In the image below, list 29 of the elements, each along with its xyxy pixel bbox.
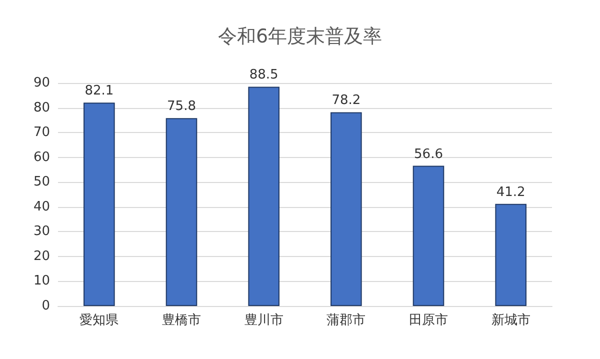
data-label: 75.8 bbox=[167, 99, 196, 114]
y-tick-label: 10 bbox=[33, 274, 50, 289]
y-tick-label: 80 bbox=[33, 100, 50, 116]
x-tick-label: 蒲郡市 bbox=[326, 313, 366, 328]
bar bbox=[248, 86, 280, 306]
y-tick-label: 50 bbox=[33, 174, 50, 190]
bar bbox=[166, 118, 198, 306]
y-tick-label: 70 bbox=[33, 125, 50, 140]
bar bbox=[495, 204, 526, 306]
y-tick-label: 90 bbox=[33, 76, 50, 90]
bar bbox=[330, 112, 362, 306]
data-label: 82.1 bbox=[84, 84, 114, 99]
chart-title: 令和6年度末普及率 bbox=[218, 26, 382, 48]
y-tick-label: 20 bbox=[33, 248, 50, 264]
bar bbox=[84, 102, 115, 306]
y-tick-label: 0 bbox=[42, 298, 50, 314]
data-label: 41.2 bbox=[496, 184, 526, 200]
x-tick-label: 豊橋市 bbox=[162, 313, 201, 328]
x-tick-label: 田原市 bbox=[409, 313, 448, 328]
bar bbox=[412, 166, 444, 306]
x-tick-label: 新城市 bbox=[491, 313, 530, 328]
data-label: 78.2 bbox=[332, 93, 361, 108]
x-tick-label: 豊川市 bbox=[244, 313, 284, 328]
y-tick-label: 60 bbox=[33, 150, 50, 165]
data-label: 56.6 bbox=[414, 146, 443, 162]
data-label: 88.5 bbox=[249, 68, 278, 83]
x-tick-label: 愛知県 bbox=[80, 313, 119, 328]
y-tick-label: 30 bbox=[33, 224, 50, 240]
y-tick-label: 40 bbox=[33, 199, 50, 214]
